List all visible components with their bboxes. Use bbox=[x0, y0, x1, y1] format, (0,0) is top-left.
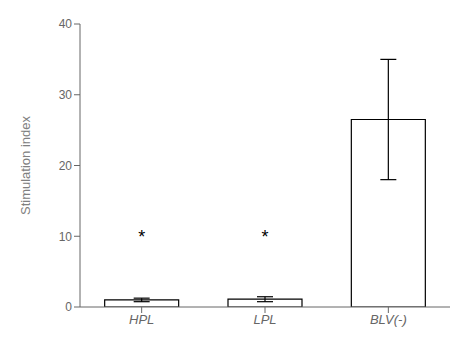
svg-text:HPL: HPL bbox=[129, 312, 154, 327]
svg-text:20: 20 bbox=[59, 159, 73, 173]
svg-text:0: 0 bbox=[65, 300, 72, 314]
svg-text:30: 30 bbox=[59, 88, 73, 102]
svg-text:40: 40 bbox=[59, 17, 73, 31]
svg-text:10: 10 bbox=[59, 230, 73, 244]
svg-text:*: * bbox=[261, 227, 268, 247]
svg-text:Stimulation index: Stimulation index bbox=[18, 116, 33, 215]
svg-text:LPL: LPL bbox=[253, 312, 276, 327]
svg-text:BLV(-): BLV(-) bbox=[370, 312, 407, 327]
svg-text:*: * bbox=[138, 227, 145, 247]
